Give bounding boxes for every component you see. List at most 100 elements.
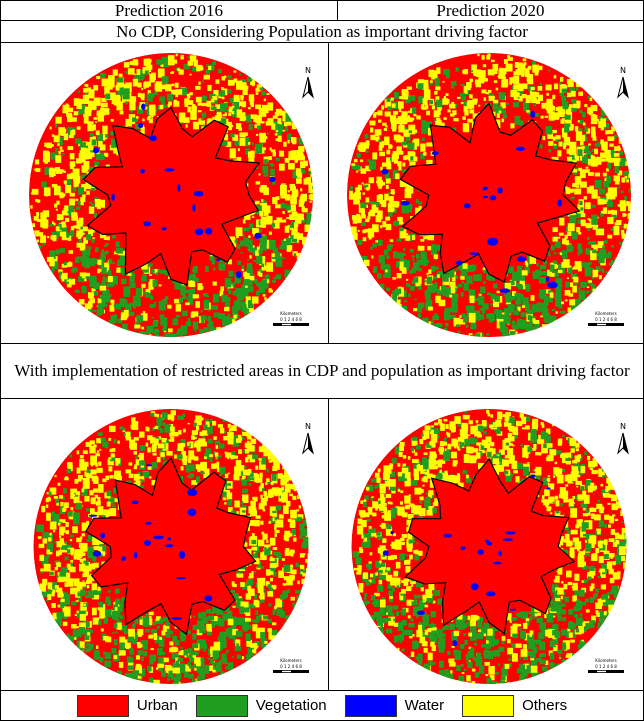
- landcover-patch: [392, 296, 396, 302]
- landcover-patch: [143, 311, 146, 314]
- landcover-patch: [123, 88, 130, 99]
- north-arrow-fill: [308, 433, 313, 453]
- landcover-patch: [266, 546, 268, 548]
- landcover-patch: [201, 319, 204, 324]
- landcover-patch: [134, 451, 137, 455]
- landcover-patch: [54, 169, 56, 172]
- map-cell: NKilometers0 1 2 4 6 8: [0, 42, 329, 344]
- landcover-patch: [177, 454, 183, 459]
- landcover-patch: [129, 474, 134, 478]
- landcover-patch: [261, 112, 266, 117]
- landcover-patch: [81, 543, 87, 551]
- landcover-patch: [445, 323, 448, 327]
- landcover-patch: [64, 180, 67, 183]
- landcover-patch: [366, 197, 370, 202]
- landcover-patch: [218, 69, 222, 73]
- landcover-patch: [517, 266, 523, 275]
- landcover-patch: [552, 425, 554, 427]
- landcover-patch: [88, 292, 94, 298]
- landcover-patch: [396, 562, 401, 569]
- landcover-patch: [96, 501, 101, 505]
- landcover-patch: [386, 164, 391, 170]
- landcover-patch: [62, 153, 64, 155]
- landcover-patch: [499, 68, 502, 72]
- landcover-patch: [79, 564, 85, 572]
- landcover-patch: [363, 237, 367, 241]
- landcover-patch: [483, 64, 486, 67]
- landcover-patch: [125, 71, 127, 74]
- landcover-patch: [562, 435, 564, 437]
- landcover-patch: [236, 574, 243, 578]
- landcover-patch: [154, 302, 156, 304]
- landcover-patch: [136, 69, 140, 75]
- landcover-patch: [388, 203, 394, 212]
- landcover-patch: [568, 80, 574, 87]
- map-raster: [29, 53, 318, 342]
- landcover-patch: [262, 264, 264, 267]
- landcover-patch: [100, 73, 105, 78]
- landcover-patch: [403, 253, 406, 256]
- landcover-patch: [153, 279, 158, 286]
- landcover-patch: [412, 107, 416, 113]
- landcover-patch: [232, 319, 235, 324]
- landcover-patch: [54, 135, 60, 142]
- landcover-patch: [55, 117, 61, 124]
- landcover-patch: [205, 266, 209, 272]
- landcover-patch: [130, 61, 136, 65]
- landcover-patch: [83, 558, 86, 561]
- landcover-patch: [452, 301, 457, 309]
- landcover-patch: [228, 314, 231, 316]
- landcover-patch: [426, 492, 428, 495]
- landcover-patch: [115, 631, 118, 633]
- landcover-patch: [141, 640, 145, 644]
- landcover-patch: [223, 436, 227, 440]
- landcover-patch: [151, 73, 156, 81]
- landcover-patch: [553, 137, 556, 141]
- landcover-patch: [87, 469, 91, 473]
- water-body: [382, 169, 389, 175]
- landcover-patch: [188, 459, 191, 463]
- landcover-patch: [78, 109, 84, 114]
- landcover-patch: [247, 579, 253, 585]
- landcover-patch: [567, 157, 572, 161]
- landcover-patch: [35, 232, 40, 236]
- landcover-patch: [88, 309, 93, 312]
- landcover-patch: [570, 547, 575, 553]
- landcover-patch: [126, 437, 132, 441]
- landcover-patch: [548, 475, 550, 477]
- landcover-patch: [267, 591, 273, 597]
- landcover-patch: [89, 206, 94, 214]
- landcover-patch: [508, 304, 515, 312]
- landcover-patch: [478, 296, 484, 305]
- landcover-patch: [186, 124, 188, 127]
- landcover-patch: [565, 235, 568, 239]
- map-cell: NKilometers0 1 2 4 6 8: [328, 398, 644, 691]
- landcover-patch: [267, 118, 273, 125]
- landcover-patch: [156, 668, 158, 670]
- landcover-patch: [303, 243, 309, 249]
- landcover-patch: [93, 282, 99, 289]
- landcover-patch: [420, 144, 425, 152]
- landcover-patch: [193, 625, 198, 630]
- landcover-patch: [107, 502, 111, 507]
- landcover-patch: [480, 315, 485, 320]
- landcover-patch: [123, 286, 130, 297]
- water-body: [187, 489, 197, 496]
- landcover-patch: [274, 552, 280, 556]
- landcover-patch: [71, 563, 73, 566]
- landcover-patch: [420, 497, 424, 501]
- landcover-patch: [111, 453, 114, 455]
- landcover-patch: [419, 595, 422, 598]
- water-body: [145, 522, 152, 525]
- landcover-patch: [51, 268, 55, 272]
- landcover-patch: [87, 590, 94, 598]
- landcover-patch: [141, 284, 145, 288]
- landcover-patch: [197, 283, 202, 290]
- landcover-patch: [562, 315, 565, 319]
- landcover-patch: [614, 175, 620, 181]
- landcover-patch: [59, 495, 63, 499]
- landcover-patch: [254, 520, 260, 526]
- landcover-patch: [470, 335, 474, 340]
- landcover-patch: [614, 146, 620, 151]
- landcover-patch: [436, 118, 441, 123]
